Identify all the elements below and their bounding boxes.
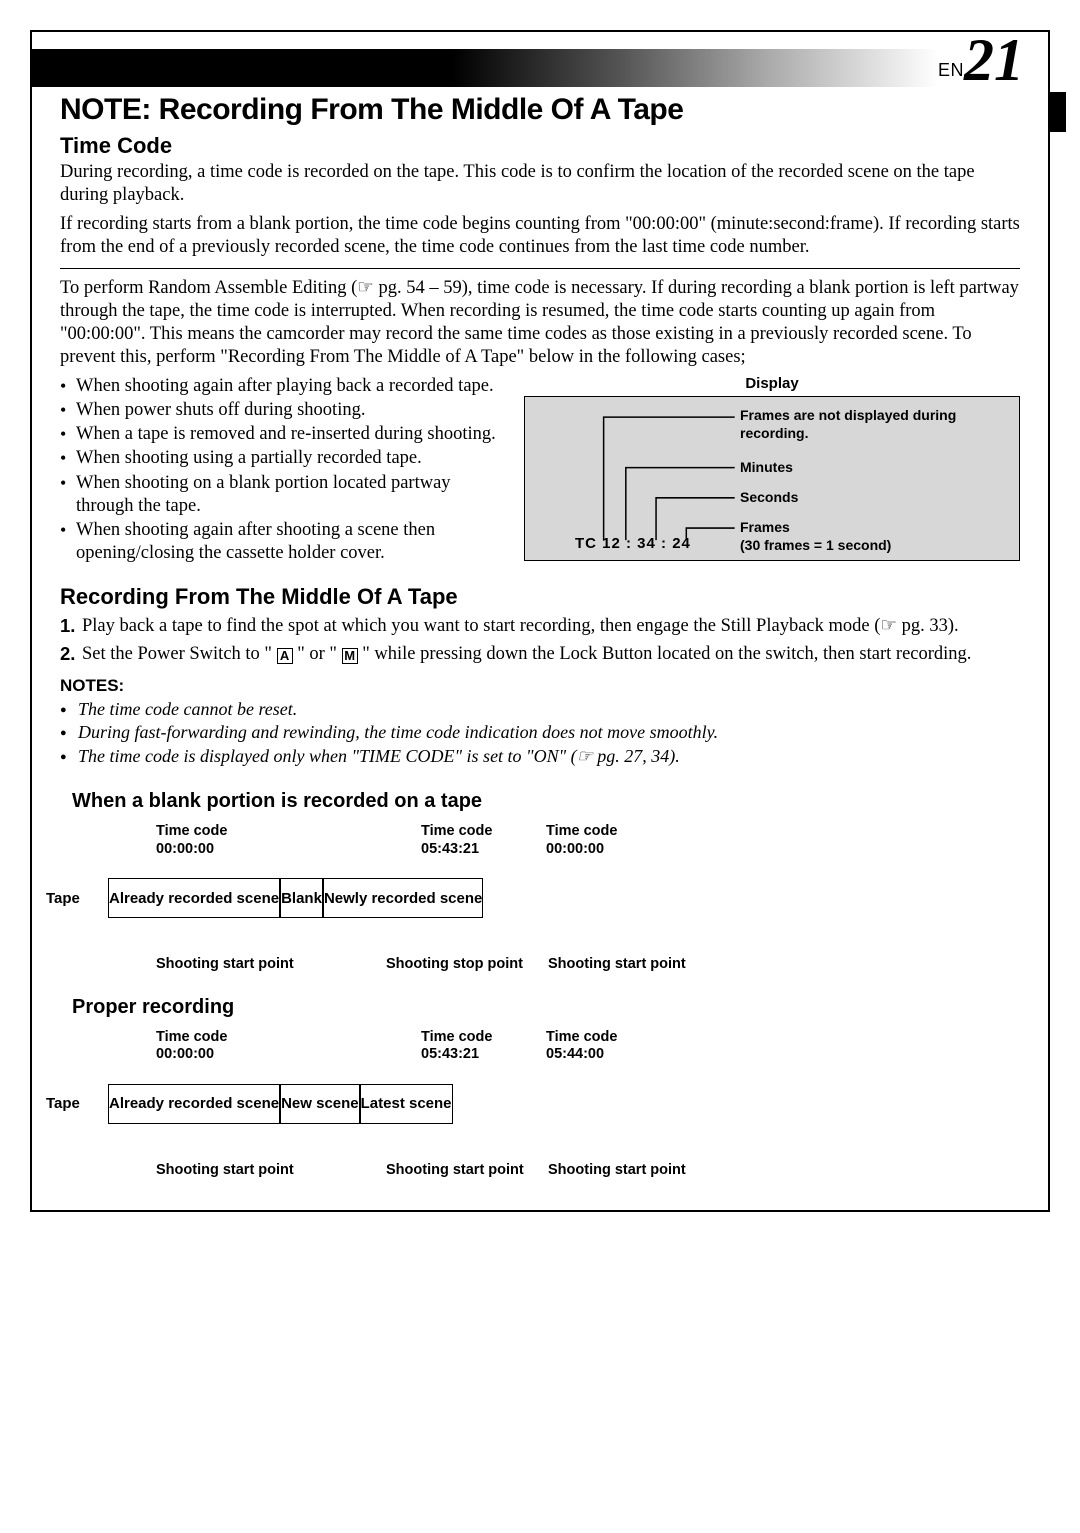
callout-frames-note: Frames are not displayed during recordin… — [740, 407, 1019, 442]
para3-ref: ☞ pg. 54 – 59 — [357, 278, 461, 298]
mode-a-icon: A — [277, 648, 293, 664]
page-number: 21 — [964, 33, 1024, 87]
callout-frames-label: Frames — [740, 519, 790, 535]
page-number-box: EN 21 — [938, 33, 1048, 87]
display-label: Display — [524, 375, 1020, 392]
diagram1-tc-row: Time code 00:00:00 Time code 05:43:21 Ti… — [108, 823, 1008, 858]
display-column: Display TC 12 : 34 : 24 Frames are not d… — [524, 375, 1020, 561]
tc-l1: Time code — [546, 823, 721, 840]
segment-recorded: Already recorded scene — [108, 878, 280, 918]
timecode-text: TC 12 : 34 : 24 — [575, 535, 691, 552]
segment-new: Newly recorded scene — [323, 878, 483, 918]
diagram2-tape-row: Tape Already recorded scene New scene La… — [108, 1084, 1008, 1124]
bot-label: Shooting start point — [156, 956, 294, 972]
callout-frames: Frames (30 frames = 1 second) — [740, 519, 891, 554]
time-code-heading: Time Code — [60, 133, 1020, 159]
case-item: When shooting on a blank portion located… — [60, 472, 500, 518]
callout-minutes: Minutes — [740, 459, 793, 477]
step-1: Play back a tape to find the spot at whi… — [60, 614, 1020, 638]
step1-b: ). — [948, 616, 959, 636]
cases-list: When shooting again after playing back a… — [60, 375, 500, 565]
callout-seconds: Seconds — [740, 489, 798, 507]
para3-a: To perform Random Assemble Editing ( — [60, 278, 357, 298]
diagram2-title: Proper recording — [72, 996, 1020, 1019]
case-item: When shooting again after shooting a sce… — [60, 519, 500, 565]
bot-label: Shooting stop point — [386, 956, 523, 972]
case-item: When power shuts off during shooting. — [60, 399, 500, 422]
time-code-para1: During recording, a time code is recorde… — [60, 161, 1020, 207]
segment-recorded: Already recorded scene — [108, 1084, 280, 1124]
note-item: During fast-forwarding and rewinding, th… — [60, 721, 1020, 744]
segment-new: New scene — [280, 1084, 360, 1124]
diagram2-up-markers — [108, 1124, 1008, 1144]
case-item: When shooting again after playing back a… — [60, 375, 500, 398]
diagram2-bottom-labels: Shooting start point Shooting start poin… — [108, 1144, 1008, 1180]
page-content: NOTE: Recording From The Middle Of A Tap… — [32, 93, 1048, 1180]
diagram1-bottom-labels: Shooting start point Shooting stop point… — [108, 938, 1008, 974]
step2-a: Set the Power Switch to " — [82, 644, 277, 664]
step2-b: " while pressing down the Lock Button lo… — [358, 644, 972, 664]
note-item: The time code is displayed only when "TI… — [60, 745, 1020, 768]
tc-block: Time code 00:00:00 — [156, 823, 311, 858]
section-title: NOTE: Recording From The Middle Of A Tap… — [60, 93, 1020, 127]
side-tab — [1050, 92, 1066, 132]
bot-label: Shooting start point — [156, 1162, 294, 1178]
tc-l2: 05:44:00 — [546, 1046, 721, 1063]
segment-blank: Blank — [280, 878, 323, 918]
divider — [60, 268, 1020, 269]
case-item: When a tape is removed and re-inserted d… — [60, 423, 500, 446]
bullets-column: When shooting again after playing back a… — [60, 375, 500, 566]
tape-label: Tape — [46, 878, 108, 918]
notes-list: The time code cannot be reset. During fa… — [60, 698, 1020, 768]
two-column-row: When shooting again after playing back a… — [60, 375, 1020, 566]
notes-heading: NOTES: — [60, 676, 1020, 696]
diagram1-down-markers — [108, 858, 1008, 878]
steps-list: Play back a tape to find the spot at whi… — [60, 614, 1020, 666]
tc-block: Time code 00:00:00 — [546, 823, 721, 858]
time-code-para3: To perform Random Assemble Editing (☞ pg… — [60, 277, 1020, 370]
display-box: TC 12 : 34 : 24 Frames are not displayed… — [524, 396, 1020, 561]
en-label: EN — [938, 60, 964, 81]
bot-label: Shooting start point — [548, 956, 686, 972]
header-black-bar — [32, 49, 452, 87]
tc-l1: Time code — [156, 1029, 311, 1046]
rec-middle-heading: Recording From The Middle Of A Tape — [60, 584, 1020, 610]
time-code-para2: If recording starts from a blank portion… — [60, 213, 1020, 259]
step1-ref: ☞ pg. 33 — [880, 616, 947, 636]
tc-l1: Time code — [546, 1029, 721, 1046]
diagram2-down-markers — [108, 1064, 1008, 1084]
callout-frames-sub: (30 frames = 1 second) — [740, 537, 891, 553]
tc-l2: 00:00:00 — [546, 841, 721, 858]
mode-m-icon: M — [342, 648, 358, 664]
diagram2-tc-row: Time code 00:00:00 Time code 05:43:21 Ti… — [108, 1029, 1008, 1064]
diagram1-title: When a blank portion is recorded on a ta… — [72, 790, 1020, 813]
header-gradient — [452, 49, 938, 87]
note-item: The time code cannot be reset. — [60, 698, 1020, 721]
bot-label: Shooting start point — [548, 1162, 686, 1178]
diagram1-up-markers — [108, 918, 1008, 938]
case-item: When shooting using a partially recorded… — [60, 447, 500, 470]
step-2: Set the Power Switch to " A " or " M " w… — [60, 642, 1020, 666]
tc-l1: Time code — [156, 823, 311, 840]
step2-mid: " or " — [293, 644, 342, 664]
bot-label: Shooting start point — [386, 1162, 524, 1178]
diagram1: Time code 00:00:00 Time code 05:43:21 Ti… — [108, 823, 1008, 974]
tc-l2: 00:00:00 — [156, 1046, 311, 1063]
header-bar: EN 21 — [32, 32, 1048, 87]
tc-block: Time code 05:44:00 — [546, 1029, 721, 1064]
diagram1-tape-row: Tape Already recorded scene Blank Newly … — [108, 878, 1008, 918]
tc-block: Time code 00:00:00 — [156, 1029, 311, 1064]
page-frame: EN 21 NOTE: Recording From The Middle Of… — [30, 30, 1050, 1212]
tc-l2: 00:00:00 — [156, 841, 311, 858]
step1-a: Play back a tape to find the spot at whi… — [82, 616, 880, 636]
diagram2: Time code 00:00:00 Time code 05:43:21 Ti… — [108, 1029, 1008, 1180]
segment-latest: Latest scene — [360, 1084, 453, 1124]
tape-label: Tape — [46, 1084, 108, 1124]
